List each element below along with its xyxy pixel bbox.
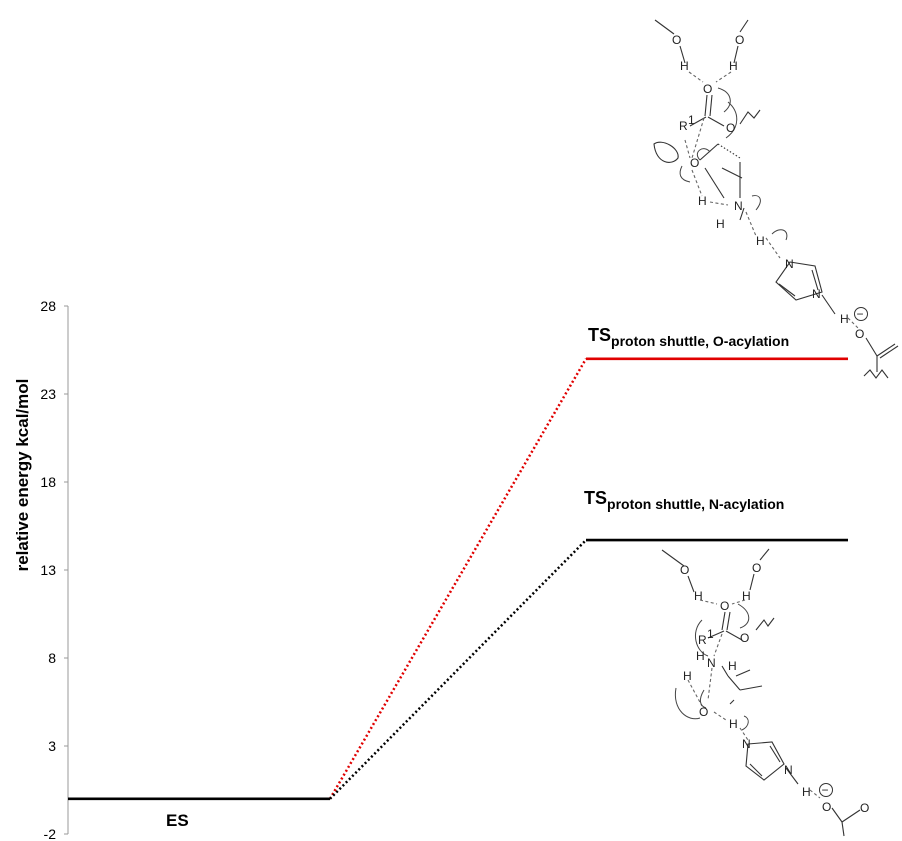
svg-text:N: N <box>784 763 793 777</box>
label-ts-n-acylation: TSproton shuttle, N-acylation <box>584 488 784 512</box>
connector-es-to-ts-o-acylation <box>328 358 588 800</box>
svg-text:H: H <box>683 669 692 683</box>
svg-text:O: O <box>752 561 761 575</box>
svg-text:1: 1 <box>688 113 695 127</box>
svg-text:H: H <box>698 194 707 208</box>
svg-text:O: O <box>855 327 864 341</box>
label-ts-n-main: TS <box>584 488 607 508</box>
svg-text:−: − <box>822 783 829 797</box>
svg-text:H: H <box>728 659 737 673</box>
svg-text:H: H <box>694 589 703 603</box>
svg-text:H: H <box>729 59 738 73</box>
svg-text:O: O <box>720 599 729 613</box>
svg-text:1: 1 <box>707 627 714 641</box>
svg-text:R: R <box>679 119 688 133</box>
svg-text:N: N <box>707 656 716 670</box>
svg-text:O: O <box>860 801 869 815</box>
svg-text:O: O <box>699 705 708 719</box>
svg-text:N: N <box>734 199 743 213</box>
svg-text:O: O <box>726 121 735 135</box>
svg-text:R: R <box>698 633 707 647</box>
svg-text:O: O <box>690 156 699 170</box>
y-tick-label: 3 <box>48 738 56 754</box>
y-tick-label: 18 <box>40 474 56 490</box>
svg-text:H: H <box>716 217 725 231</box>
svg-text:O: O <box>703 82 712 96</box>
y-axis-ticks: 28 23 18 13 8 3 -2 <box>40 298 68 841</box>
svg-text:N: N <box>742 737 751 751</box>
svg-text:O: O <box>672 33 681 47</box>
svg-text:H: H <box>840 312 849 326</box>
y-tick-label: 13 <box>40 562 56 578</box>
svg-text:−: − <box>857 307 864 321</box>
label-ts-o-acylation: TSproton shuttle, O-acylation <box>588 325 789 349</box>
y-tick-label: 23 <box>40 386 56 402</box>
svg-text:H: H <box>680 59 689 73</box>
svg-text:O: O <box>735 33 744 47</box>
svg-text:H: H <box>802 785 811 799</box>
svg-text:O: O <box>822 800 831 814</box>
svg-text:H: H <box>696 649 705 663</box>
y-axis-label: relative energy kcal/mol <box>13 379 32 572</box>
svg-text:N: N <box>812 287 821 301</box>
svg-text:O: O <box>680 563 689 577</box>
svg-text:H: H <box>756 234 765 248</box>
svg-text:H: H <box>729 717 738 731</box>
label-ts-o-subscript: proton shuttle, O-acylation <box>611 333 789 349</box>
svg-text:H: H <box>742 589 751 603</box>
label-ts-n-subscript: proton shuttle, N-acylation <box>607 496 784 512</box>
y-tick-label: -2 <box>44 826 57 841</box>
label-ts-o-main: TS <box>588 325 611 345</box>
connector-es-to-ts-n-acylation <box>329 539 587 800</box>
svg-text:N: N <box>785 257 794 271</box>
label-es: ES <box>166 811 189 830</box>
svg-text:O: O <box>740 631 749 645</box>
lone-pair-orbital-icon <box>653 141 679 163</box>
y-tick-label: 28 <box>40 298 56 314</box>
y-tick-label: 8 <box>48 650 56 666</box>
